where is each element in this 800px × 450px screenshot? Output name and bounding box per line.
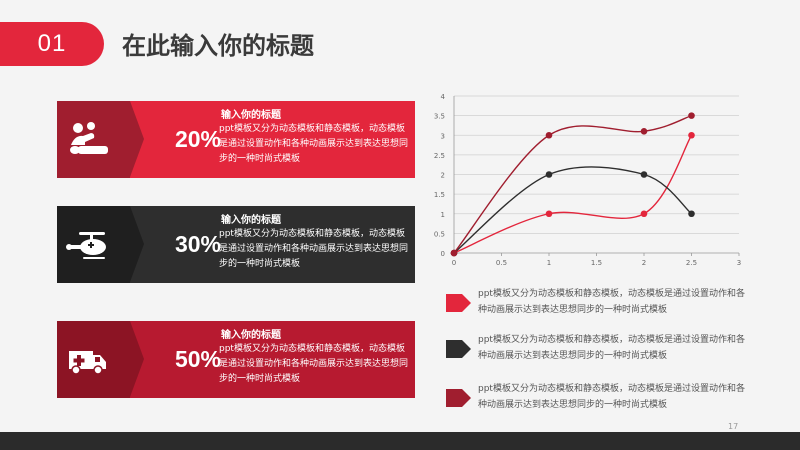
percent-value: 50% xyxy=(174,346,222,372)
x-tick-label: 1 xyxy=(547,259,551,267)
card-body: ppt模板又分为动态模板和静态模板，动态模板是通过设置动作和各种动画展示达到表达… xyxy=(219,229,409,269)
data-point xyxy=(640,210,648,218)
y-tick-label: 1.5 xyxy=(434,191,445,199)
legend-text: ppt模板又分为动态模板和静态模板，动态模板是通过设置动作和各种动画展示达到表达… xyxy=(478,289,745,315)
x-tick-label: 3 xyxy=(737,259,741,267)
y-tick-label: 2 xyxy=(441,172,445,180)
section-number-tab xyxy=(0,22,104,66)
data-point xyxy=(688,112,695,119)
page-title: 在此输入你的标题 xyxy=(122,32,314,60)
y-tick-label: 0 xyxy=(441,250,445,258)
series-line-1 xyxy=(453,134,693,254)
x-tick-label: 0 xyxy=(452,259,456,267)
helicopter-icon xyxy=(66,232,106,259)
y-tick-label: 3 xyxy=(441,132,445,140)
stat-card-1: 20% 输入你的标题 ppt模板又分为动态模板和静态模板，动态模板是通过设置动作… xyxy=(57,101,415,178)
y-tick-label: 1 xyxy=(441,211,445,219)
stat-card-2: 30% 输入你的标题 ppt模板又分为动态模板和静态模板，动态模板是通过设置动作… xyxy=(57,206,415,283)
data-point xyxy=(545,131,553,139)
section-number: 01 xyxy=(37,30,67,57)
legend-marker xyxy=(446,389,471,407)
legend-marker xyxy=(446,294,471,312)
x-tick-label: 1.5 xyxy=(591,259,602,267)
data-point xyxy=(450,249,458,257)
y-tick-label: 3.5 xyxy=(434,113,445,121)
series-line-3 xyxy=(453,114,692,254)
card-title: 输入你的标题 xyxy=(221,215,281,226)
data-point xyxy=(640,128,648,135)
percent-value: 30% xyxy=(174,231,222,257)
data-point xyxy=(545,171,553,178)
x-tick-label: 0.5 xyxy=(496,259,507,267)
card-icon-panel xyxy=(57,206,130,283)
data-point xyxy=(640,171,648,178)
y-tick-label: 2.5 xyxy=(434,152,445,160)
card-icon-panel xyxy=(57,101,130,178)
card-title: 输入你的标题 xyxy=(221,330,281,341)
data-point xyxy=(688,131,695,139)
page-number: 17 xyxy=(728,422,739,431)
card-body: ppt模板又分为动态模板和静态模板，动态模板是通过设置动作和各种动画展示达到表达… xyxy=(219,124,409,164)
x-tick-label: 2.5 xyxy=(686,259,697,267)
y-tick-label: 4 xyxy=(441,93,446,101)
percent-value: 20% xyxy=(174,126,222,152)
legend-text: ppt模板又分为动态模板和静态模板，动态模板是通过设置动作和各种动画展示达到表达… xyxy=(478,384,745,410)
x-tick-label: 2 xyxy=(642,259,646,267)
data-point xyxy=(545,210,553,218)
card-title: 输入你的标题 xyxy=(221,110,281,121)
massage-person-icon xyxy=(70,122,108,154)
legend-text: ppt模板又分为动态模板和静态模板，动态模板是通过设置动作和各种动画展示达到表达… xyxy=(478,335,745,361)
card-body: ppt模板又分为动态模板和静态模板，动态模板是通过设置动作和各种动画展示达到表达… xyxy=(219,344,409,384)
footer-bar xyxy=(0,432,800,450)
data-point xyxy=(688,210,695,218)
line-chart: 0 0.5 1 1.5 2 2.5 3 3.5 4 0 0.5 1 1.5 2 2.5 3 xyxy=(434,93,741,267)
legend-marker xyxy=(446,340,471,358)
y-tick-label: 0.5 xyxy=(434,230,445,238)
series-line-2 xyxy=(453,166,692,254)
stat-card-3: 50% 输入你的标题 ppt模板又分为动态模板和静态模板，动态模板是通过设置动作… xyxy=(57,321,415,398)
ambulance-icon xyxy=(69,351,106,375)
card-icon-panel xyxy=(57,321,130,398)
